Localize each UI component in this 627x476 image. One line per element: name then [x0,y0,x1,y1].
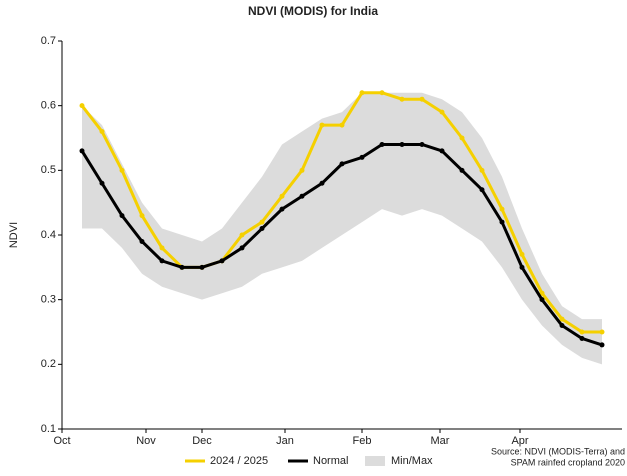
legend-label: 2024 / 2025 [210,455,268,467]
series-point [559,323,565,329]
x-tick-label: Mar [431,435,450,447]
y-tick-label: 0.3 [41,294,56,306]
series-point [419,141,425,147]
series-point [139,238,145,244]
series-point [459,167,465,173]
series-point [459,135,465,141]
series-point [199,264,205,270]
series-point [299,167,305,173]
series-point [579,335,585,341]
y-tick-label: 0.4 [41,229,56,241]
series-point [359,154,365,160]
legend-label: Normal [313,455,348,467]
series-point [279,206,285,212]
series-point [599,329,605,335]
x-tick-label: Jan [276,435,294,447]
series-point [339,122,345,128]
series-point [519,264,525,270]
series-point [439,148,445,154]
series-point [379,141,385,147]
x-tick-label: Nov [136,435,156,447]
series-point [139,213,145,219]
series-point [539,297,545,303]
y-tick-label: 0.6 [41,100,56,112]
source-note: Source: NDVI (MODIS-Terra) and [491,446,625,456]
series-point [99,180,105,186]
x-tick-label: Feb [353,435,372,447]
x-tick-label: Apr [511,435,528,447]
series-point [419,96,425,102]
series-point [399,96,405,102]
source-note: SPAM rainfed cropland 2020 [511,457,625,467]
series-point [319,180,325,186]
series-point [179,264,185,270]
series-point [239,232,245,238]
series-point [79,148,85,154]
series-point [519,251,525,257]
series-point [499,219,505,225]
min-max-band [82,92,602,365]
legend-swatch [365,456,385,466]
series-point [279,193,285,199]
series-point [119,213,125,219]
y-tick-label: 0.7 [41,35,56,47]
series-point [439,109,445,115]
x-tick-label: Dec [192,435,212,447]
chart-title: NDVI (MODIS) for India [248,4,378,18]
series-point [259,219,265,225]
series-point [79,103,85,109]
x-tick-label: Oct [53,435,70,447]
series-point [559,316,565,322]
series-point [479,167,485,173]
series-point [339,161,345,167]
series-point [479,187,485,193]
series-point [399,141,405,147]
y-tick-label: 0.5 [41,164,56,176]
series-point [319,122,325,128]
series-point [119,167,125,173]
y-tick-label: 0.2 [41,358,56,370]
series-point [359,90,365,96]
series-point [259,226,265,232]
series-point [539,290,545,296]
series-point [99,129,105,135]
series-point [159,245,165,251]
series-point [219,258,225,264]
legend-label: Min/Max [391,455,433,467]
y-tick-label: 0.1 [41,423,56,435]
y-axis-label: NDVI [8,222,20,248]
series-point [299,193,305,199]
series-point [239,245,245,251]
series-point [379,90,385,96]
series-point [579,329,585,335]
series-point [499,206,505,212]
series-point [159,258,165,264]
series-point [599,342,605,348]
